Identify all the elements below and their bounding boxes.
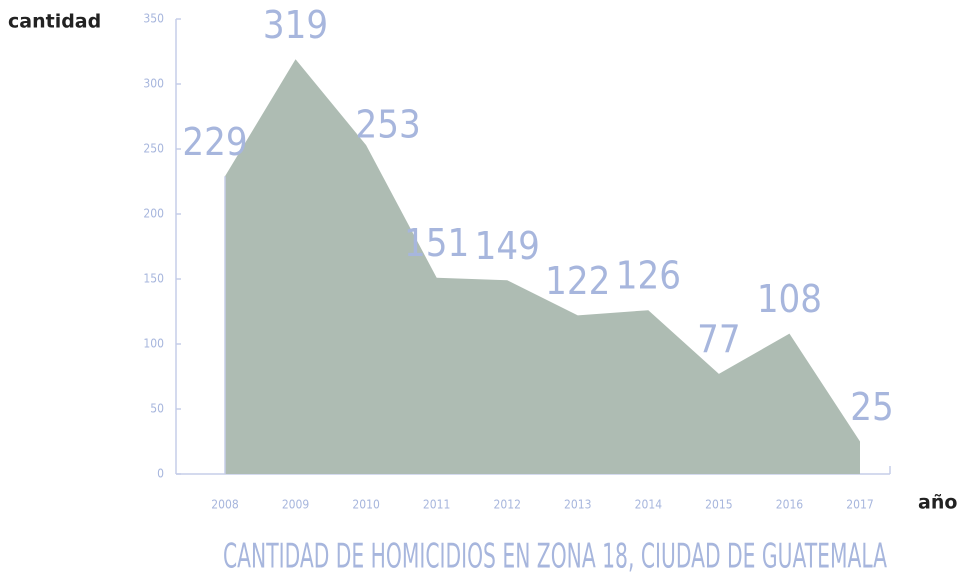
y-tick-label: 200	[143, 207, 164, 221]
chart-title: CANTIDAD DE HOMICIDIOS EN ZONA 18, CIUDA…	[223, 537, 887, 577]
y-tick-label: 250	[143, 142, 164, 156]
x-tick-label: 2008	[211, 498, 239, 512]
value-label: 122	[545, 259, 610, 303]
value-label: 25	[850, 385, 894, 429]
y-axis-label: cantidad	[8, 11, 101, 33]
value-label: 319	[263, 3, 328, 47]
x-tick-label: 2016	[776, 498, 804, 512]
value-label: 229	[182, 120, 247, 164]
value-label: 108	[757, 277, 822, 321]
area	[225, 59, 860, 475]
x-tick-label: 2015	[705, 498, 732, 512]
y-tick-label: 100	[143, 337, 164, 351]
x-tick-label: 2009	[282, 498, 310, 512]
value-label: 149	[475, 224, 540, 268]
x-tick-label: 2011	[423, 498, 450, 512]
y-tick-label: 0	[157, 467, 164, 481]
x-tick-label: 2017	[846, 498, 873, 512]
x-tick-label: 2013	[564, 498, 591, 512]
x-tick-label: 2010	[352, 498, 380, 512]
value-label: 151	[404, 221, 469, 265]
x-tick-label: 2014	[635, 498, 663, 512]
x-tick-label: 2012	[493, 498, 520, 512]
y-tick-label: 350	[143, 12, 164, 26]
value-label: 126	[616, 254, 681, 298]
y-tick-label: 150	[143, 272, 164, 286]
y-tick-label: 300	[143, 77, 164, 91]
value-label: 253	[355, 103, 420, 147]
value-label: 77	[697, 317, 741, 361]
y-tick-label: 50	[150, 402, 164, 416]
x-axis-label: año	[918, 492, 957, 514]
